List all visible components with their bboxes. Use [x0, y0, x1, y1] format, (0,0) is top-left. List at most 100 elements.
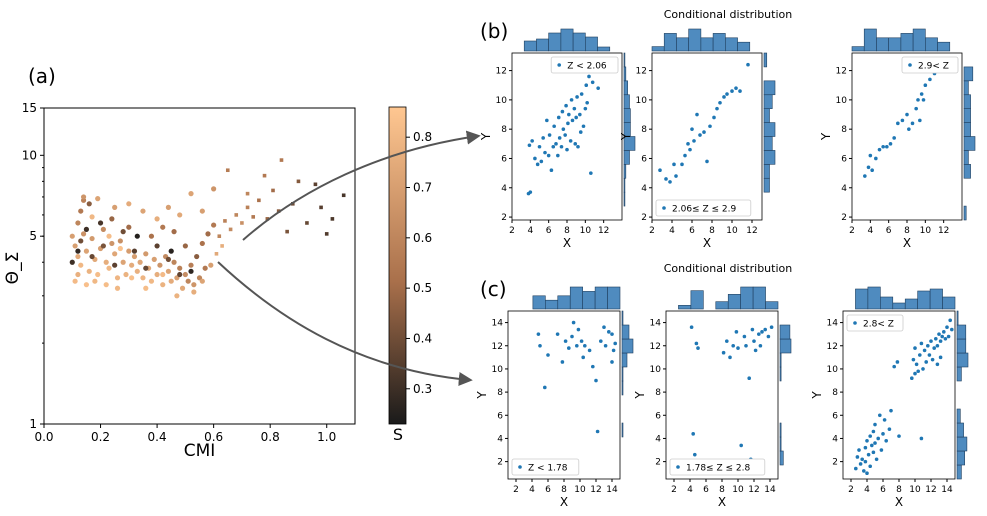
data-point: [929, 339, 933, 343]
data-point: [211, 222, 217, 228]
data-point: [587, 74, 591, 79]
data-point: [97, 220, 104, 226]
data-point: [123, 271, 129, 278]
data-point: [179, 285, 186, 291]
x-histogram-bar: [676, 37, 689, 52]
data-point: [188, 191, 194, 197]
data-point: [182, 243, 188, 249]
data-point: [854, 466, 858, 471]
data-point: [557, 136, 562, 140]
data-point: [734, 86, 738, 90]
data-point: [556, 153, 560, 158]
data-point: [757, 332, 761, 336]
x-tick-label: 4: [687, 485, 693, 495]
y-tick-label: 8: [832, 388, 838, 398]
data-point: [722, 95, 726, 99]
data-point: [109, 240, 115, 247]
data-point: [552, 124, 556, 129]
title-b: Conditional distribution: [664, 8, 792, 21]
data-point: [922, 348, 927, 353]
x-histogram-bar: [937, 41, 951, 52]
data-point: [708, 124, 712, 129]
data-point: [103, 259, 109, 265]
x-tick-label: 12: [590, 485, 601, 495]
data-point: [561, 127, 566, 131]
data-point: [725, 339, 729, 343]
data-point: [165, 268, 171, 274]
data-point: [712, 115, 716, 120]
data-point: [857, 448, 861, 452]
data-point: [935, 362, 940, 367]
data-point: [217, 234, 222, 238]
arrow-lower: [217, 261, 473, 386]
data-point: [563, 133, 567, 137]
y-tick-label: 12: [650, 342, 661, 352]
data-point: [572, 106, 577, 111]
data-point: [296, 179, 301, 184]
legend-marker: [662, 206, 666, 210]
data-point: [705, 159, 709, 164]
x-tick-label: 12: [746, 226, 757, 236]
data-point: [575, 343, 579, 348]
y-histogram-bar: [763, 52, 768, 68]
data-point: [341, 193, 346, 198]
y-histogram-bar: [621, 366, 624, 382]
data-point: [194, 253, 200, 260]
data-point: [581, 355, 585, 360]
y-histogram-bar: [779, 436, 782, 452]
data-point: [688, 147, 692, 152]
data-point: [151, 256, 157, 262]
data-point: [126, 248, 132, 254]
data-point: [112, 262, 118, 268]
x-tick-label: 8: [709, 226, 715, 236]
data-point: [760, 330, 764, 334]
data-point: [245, 205, 250, 210]
data-point: [874, 156, 878, 161]
data-point: [702, 130, 706, 134]
data-point: [262, 173, 267, 178]
x-tick-label: 10: [726, 226, 738, 236]
data-point: [581, 124, 586, 129]
y-axis-label: Y: [475, 391, 489, 400]
x-tick-label-a: 0.0: [34, 430, 53, 444]
x-tick-label: 8: [564, 226, 570, 236]
data-point: [573, 142, 578, 146]
data-point: [225, 168, 230, 173]
y-tick-label: 10: [636, 96, 648, 106]
data-point: [571, 320, 576, 325]
data-point: [112, 204, 118, 210]
data-point: [696, 346, 700, 350]
y-histogram-bar: [956, 450, 965, 466]
data-point: [528, 190, 533, 194]
x-tick-label: 4: [527, 226, 533, 236]
y-histogram-bar: [779, 338, 792, 354]
y-histogram-bar: [623, 177, 626, 193]
data-point: [95, 196, 101, 202]
data-point: [695, 112, 699, 117]
y-histogram-bar: [623, 108, 631, 123]
data-point: [937, 332, 941, 336]
data-point: [205, 231, 211, 237]
y-histogram-bar: [621, 422, 624, 438]
data-point: [932, 346, 936, 350]
data-point: [106, 233, 112, 239]
x-histogram-bar: [715, 301, 729, 310]
data-point: [935, 343, 940, 348]
data-point: [938, 339, 943, 343]
y-histogram-bar: [623, 94, 630, 109]
x-tick-label-a: 0.4: [148, 430, 167, 444]
data-point: [559, 144, 564, 149]
y-histogram-bar: [779, 324, 791, 340]
data-point: [129, 262, 135, 268]
data-point: [914, 106, 918, 111]
data-point: [537, 144, 542, 149]
x-histogram-bar: [712, 33, 726, 52]
x-tick-label: 2: [671, 485, 677, 495]
x-histogram-bar: [678, 305, 692, 310]
data-point: [892, 364, 896, 369]
data-point: [948, 318, 952, 323]
data-point: [892, 136, 896, 140]
y-tick-label: 8: [497, 388, 503, 398]
panel-b: 2 4 6 8 10 12 2 4 6 8 10 12 X Y Z < 2.06 2 4 6 8 10 12 2 4 6 8 10…: [479, 28, 976, 250]
data-point: [693, 452, 697, 457]
